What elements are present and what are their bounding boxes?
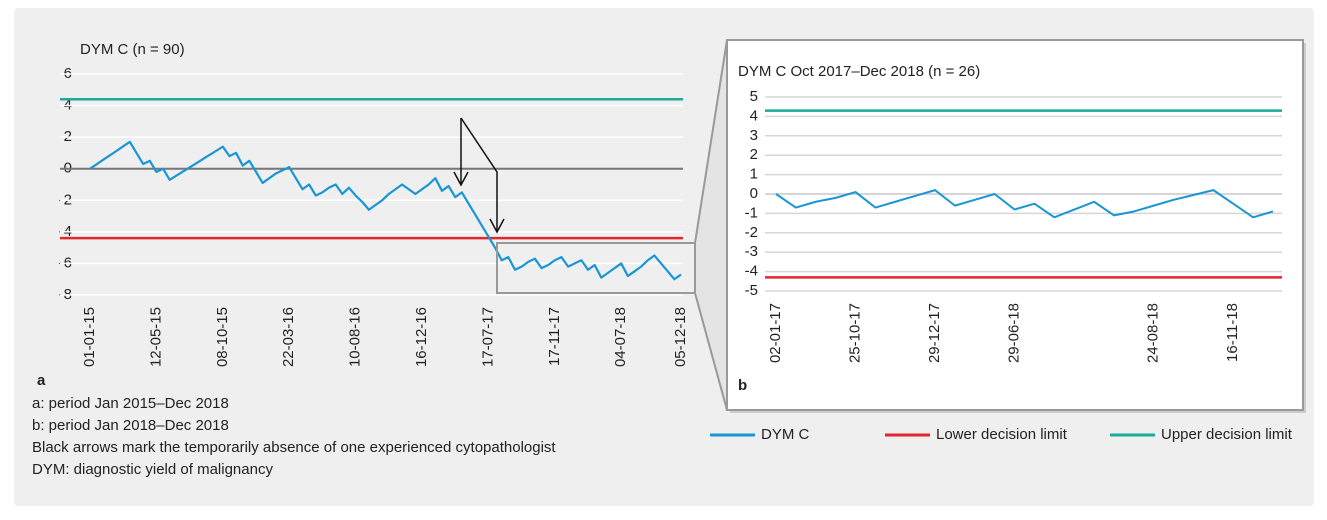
y-tick-label: -3 bbox=[745, 243, 758, 260]
zoom-region bbox=[496, 242, 696, 294]
x-tick-label: 10-08-16 bbox=[347, 307, 364, 367]
x-tick-label: 01-01-15 bbox=[81, 307, 98, 367]
x-tick-label: 17-07-17 bbox=[479, 307, 496, 367]
y-tick-label: 4 bbox=[750, 107, 758, 124]
inset-box bbox=[726, 39, 1304, 411]
caption: a: period Jan 2015–Dec 2018 b: period Jan… bbox=[32, 395, 556, 478]
panel-label: a bbox=[37, 372, 46, 389]
x-tick-label: 02-01-17 bbox=[767, 303, 784, 363]
x-tick-label: 29-06-18 bbox=[1006, 303, 1023, 363]
x-tick-label: 08-10-15 bbox=[214, 307, 231, 367]
zoom-connector-line bbox=[694, 292, 728, 411]
arrow-head bbox=[489, 218, 505, 234]
data-line bbox=[89, 140, 682, 281]
zoom-connector bbox=[695, 40, 727, 410]
x-tick-label: 16-11-18 bbox=[1224, 303, 1241, 362]
legend-label: Lower decision limit bbox=[936, 426, 1068, 443]
y-tick-label: 1 bbox=[750, 166, 758, 183]
legend-label: Upper decision limit bbox=[1161, 426, 1293, 443]
x-tick-label: 04-07-18 bbox=[612, 307, 629, 367]
x-tick-label: 22-03-16 bbox=[280, 307, 297, 367]
legend-label: DYM C bbox=[761, 426, 810, 443]
caption-line: DYM: diagnostic yield of malignancy bbox=[32, 461, 273, 478]
caption-line: Black arrows mark the temporarily absenc… bbox=[32, 439, 556, 456]
caption-line: b: period Jan 2018–Dec 2018 bbox=[32, 417, 229, 434]
y-tick-label: -4 bbox=[745, 263, 758, 280]
chart-b: DYM C Oct 2017–Dec 2018 (n = 26) b -5 -4 -3 -… bbox=[738, 63, 1282, 394]
x-tick-label: 16-12-16 bbox=[413, 307, 430, 367]
y-tick-label: -5 bbox=[745, 282, 758, 299]
panel-label: b bbox=[738, 377, 747, 394]
x-tick-label: 12-05-15 bbox=[147, 307, 164, 367]
x-tick-label: 05-12-18 bbox=[672, 307, 689, 367]
chart-a: DYM C (n = 90)a-8-6-4-2024601-01-1512-05… bbox=[37, 41, 689, 389]
y-tick-label: 2 bbox=[750, 146, 758, 163]
y-tick-label: 0 bbox=[750, 185, 758, 202]
data-line bbox=[775, 189, 1274, 219]
y-tick-label: 3 bbox=[750, 127, 758, 144]
legend: DYM C Lower decision limit Upper decision … bbox=[710, 426, 1293, 443]
arrow-head bbox=[453, 171, 469, 187]
x-tick-label: 25-10-17 bbox=[846, 303, 863, 363]
y-tick-label: 5 bbox=[750, 88, 758, 105]
chart-title: DYM C Oct 2017–Dec 2018 (n = 26) bbox=[738, 63, 980, 80]
x-tick-label: 29-12-17 bbox=[926, 303, 943, 363]
x-tick-label: 24-08-18 bbox=[1145, 303, 1162, 363]
arrows bbox=[453, 117, 505, 234]
y-tick-label: -1 bbox=[745, 204, 758, 221]
arrow bbox=[460, 117, 498, 231]
x-tick-label: 17-11-17 bbox=[546, 307, 563, 366]
y-tick-label: -2 bbox=[745, 224, 758, 241]
caption-line: a: period Jan 2015–Dec 2018 bbox=[32, 395, 229, 412]
chart-title: DYM C (n = 90) bbox=[80, 41, 185, 58]
zoom-connector-line bbox=[694, 39, 728, 244]
